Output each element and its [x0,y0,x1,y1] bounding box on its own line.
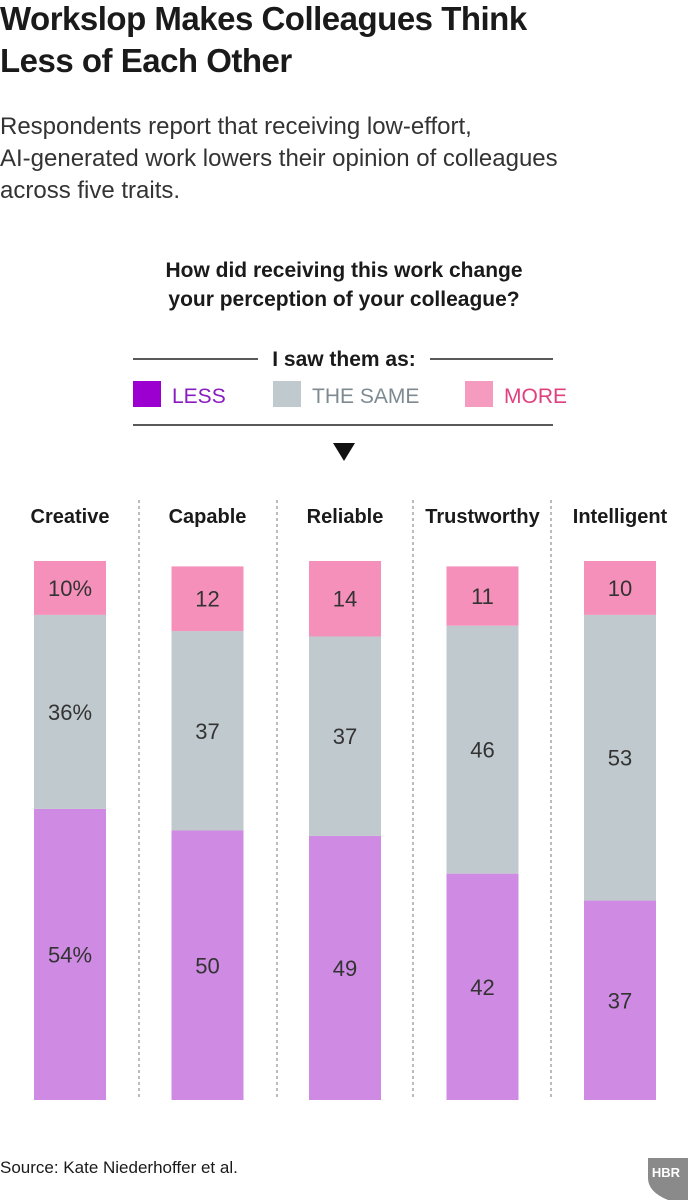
legend-swatch [273,381,301,407]
chart-title: Workslop Makes Colleagues Think [0,0,528,37]
value-label: 10 [608,576,632,601]
category-label: Trustworthy [425,506,540,528]
bar-segment [584,900,656,1100]
legend-swatch [133,381,161,407]
value-label: 50 [195,953,219,978]
bar-segment [309,561,381,637]
value-label: 42 [470,975,494,1000]
category-label: Reliable [307,506,384,528]
value-label: 14 [333,587,357,612]
bar-segment [446,625,519,874]
category-label: Intelligent [573,506,668,528]
bar-segment [584,614,656,901]
subtitle: Respondents report that receiving low-ef… [0,113,472,140]
value-label: 53 [608,746,632,771]
bar-segment [34,808,106,1100]
bar-segment [171,830,244,1100]
separators [138,500,552,1100]
legend-title: I saw them as: [272,348,416,371]
value-label: 10% [48,576,92,601]
category-label: Capable [169,506,247,528]
bar-segment [584,561,656,615]
subtitle: AI-generated work lowers their opinion o… [0,145,558,172]
value-label: 37 [608,988,632,1013]
source: Source: Kate Niederhoffer et al. [0,1158,238,1177]
category-label: Creative [31,506,110,528]
value-label: 37 [333,724,357,749]
bar-segment [446,566,519,626]
logo: HBR [652,1165,681,1180]
value-label: 49 [333,956,357,981]
legend-swatch [465,381,493,407]
bar-segment [446,873,519,1100]
value-label: 36% [48,700,92,725]
bar-segment [171,631,244,831]
legend-label: LESS [172,385,226,408]
value-label: 54% [48,942,92,967]
arrow [333,443,355,461]
question: your perception of your colleague? [168,288,519,311]
chart-title: Less of Each Other [0,42,292,79]
bar-segment [309,636,381,836]
subtitle: across five traits. [0,177,180,204]
question: How did receiving this work change [165,259,522,282]
value-label: 46 [470,738,494,763]
bar-segment [171,566,244,632]
bar-segment [34,614,106,809]
logo-shield [648,1158,688,1200]
bar-segment [309,835,381,1100]
value-label: 12 [195,587,219,612]
legend-label: THE SAME [312,385,419,408]
value-label: 37 [195,719,219,744]
value-label: 11 [471,584,494,609]
bar-segment [34,561,106,615]
legend-label: MORE [504,385,567,408]
